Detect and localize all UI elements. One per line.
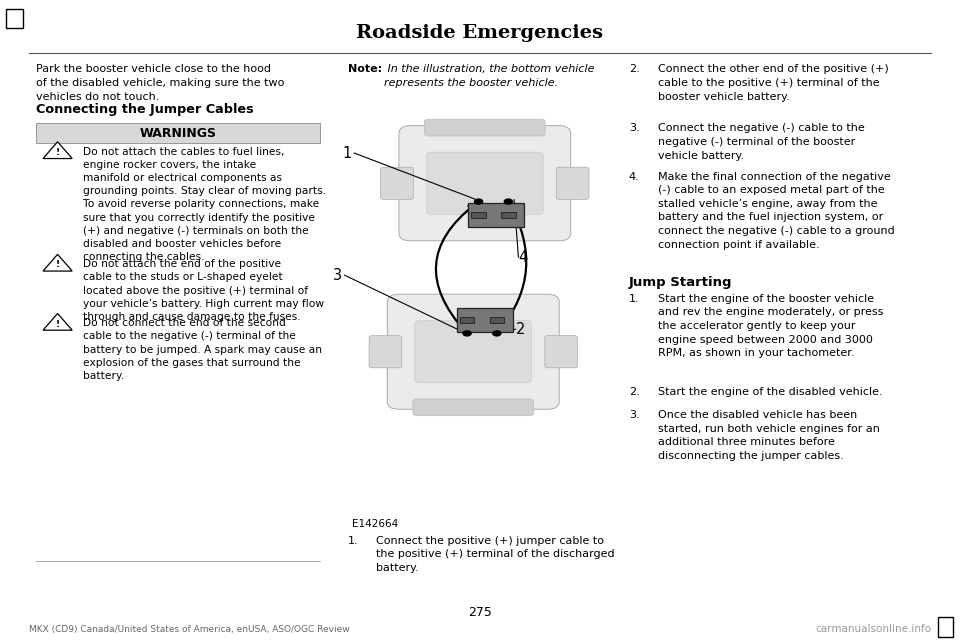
FancyBboxPatch shape bbox=[369, 336, 401, 368]
Text: Start the engine of the booster vehicle
and rev the engine moderately, or press
: Start the engine of the booster vehicle … bbox=[658, 294, 883, 358]
FancyBboxPatch shape bbox=[426, 152, 543, 214]
FancyBboxPatch shape bbox=[457, 308, 513, 332]
Circle shape bbox=[503, 198, 513, 204]
Text: Start the engine of the disabled vehicle.: Start the engine of the disabled vehicle… bbox=[658, 387, 882, 397]
FancyBboxPatch shape bbox=[36, 123, 320, 143]
Text: 2.: 2. bbox=[629, 64, 639, 75]
Text: Do not attach the end of the positive
cable to the studs or L-shaped eyelet
loca: Do not attach the end of the positive ca… bbox=[83, 259, 324, 322]
FancyBboxPatch shape bbox=[460, 317, 474, 323]
Text: 1.: 1. bbox=[348, 536, 358, 546]
FancyBboxPatch shape bbox=[6, 9, 23, 28]
Circle shape bbox=[492, 331, 501, 337]
FancyBboxPatch shape bbox=[544, 336, 578, 368]
FancyBboxPatch shape bbox=[424, 120, 545, 136]
FancyBboxPatch shape bbox=[380, 167, 413, 199]
FancyBboxPatch shape bbox=[938, 617, 953, 637]
Text: 275: 275 bbox=[468, 606, 492, 619]
Text: Do not connect the end of the second
cable to the negative (-) terminal of the
b: Do not connect the end of the second cab… bbox=[83, 318, 322, 381]
Text: Connect the positive (+) jumper cable to
the positive (+) terminal of the discha: Connect the positive (+) jumper cable to… bbox=[376, 536, 615, 573]
Text: 4: 4 bbox=[518, 249, 528, 265]
Polygon shape bbox=[43, 142, 72, 159]
Text: Connect the negative (-) cable to the
negative (-) terminal of the booster
vehic: Connect the negative (-) cable to the ne… bbox=[658, 123, 864, 161]
Text: Roadside Emergencies: Roadside Emergencies bbox=[356, 24, 604, 42]
Text: Note:: Note: bbox=[348, 64, 382, 75]
Text: !: ! bbox=[56, 260, 60, 269]
FancyBboxPatch shape bbox=[501, 212, 516, 219]
Text: Make the final connection of the negative
(-) cable to an exposed metal part of : Make the final connection of the negativ… bbox=[658, 172, 895, 249]
Text: !: ! bbox=[56, 320, 60, 329]
Text: Connecting the Jumper Cables: Connecting the Jumper Cables bbox=[36, 103, 254, 116]
Circle shape bbox=[474, 198, 484, 204]
Text: 1.: 1. bbox=[629, 294, 639, 304]
Text: carmanualsonline.info: carmanualsonline.info bbox=[815, 624, 931, 634]
Text: WARNINGS: WARNINGS bbox=[139, 127, 217, 140]
FancyArrowPatch shape bbox=[500, 204, 526, 329]
Text: Do not attach the cables to fuel lines,
engine rocker covers, the intake
manifol: Do not attach the cables to fuel lines, … bbox=[83, 147, 325, 262]
FancyBboxPatch shape bbox=[468, 203, 524, 228]
Text: Jump Starting: Jump Starting bbox=[629, 276, 732, 289]
Text: E142664: E142664 bbox=[352, 519, 398, 529]
FancyArrowPatch shape bbox=[436, 205, 474, 331]
FancyBboxPatch shape bbox=[399, 126, 570, 241]
FancyBboxPatch shape bbox=[471, 212, 486, 219]
FancyBboxPatch shape bbox=[557, 167, 589, 199]
Polygon shape bbox=[43, 255, 72, 271]
Text: 3.: 3. bbox=[629, 123, 639, 134]
Polygon shape bbox=[43, 314, 72, 331]
Circle shape bbox=[462, 331, 472, 337]
Text: In the illustration, the bottom vehicle
represents the booster vehicle.: In the illustration, the bottom vehicle … bbox=[384, 64, 594, 88]
FancyBboxPatch shape bbox=[387, 294, 559, 410]
Text: 1: 1 bbox=[343, 145, 352, 161]
Text: 2: 2 bbox=[516, 322, 525, 337]
Text: Connect the other end of the positive (+)
cable to the positive (+) terminal of : Connect the other end of the positive (+… bbox=[658, 64, 888, 102]
Text: 3.: 3. bbox=[629, 410, 639, 421]
FancyBboxPatch shape bbox=[413, 399, 534, 416]
Text: MKX (CD9) Canada/United States of America, enUSA, ASO/OGC Review: MKX (CD9) Canada/United States of Americ… bbox=[29, 625, 349, 634]
Text: 2.: 2. bbox=[629, 387, 639, 397]
FancyBboxPatch shape bbox=[415, 321, 532, 383]
Text: Park the booster vehicle close to the hood
of the disabled vehicle, making sure : Park the booster vehicle close to the ho… bbox=[36, 64, 285, 102]
Text: !: ! bbox=[56, 148, 60, 157]
Text: 4.: 4. bbox=[629, 172, 639, 182]
Text: Once the disabled vehicle has been
started, run both vehicle engines for an
addi: Once the disabled vehicle has been start… bbox=[658, 410, 879, 461]
FancyBboxPatch shape bbox=[490, 317, 504, 323]
Text: 3: 3 bbox=[333, 267, 343, 283]
